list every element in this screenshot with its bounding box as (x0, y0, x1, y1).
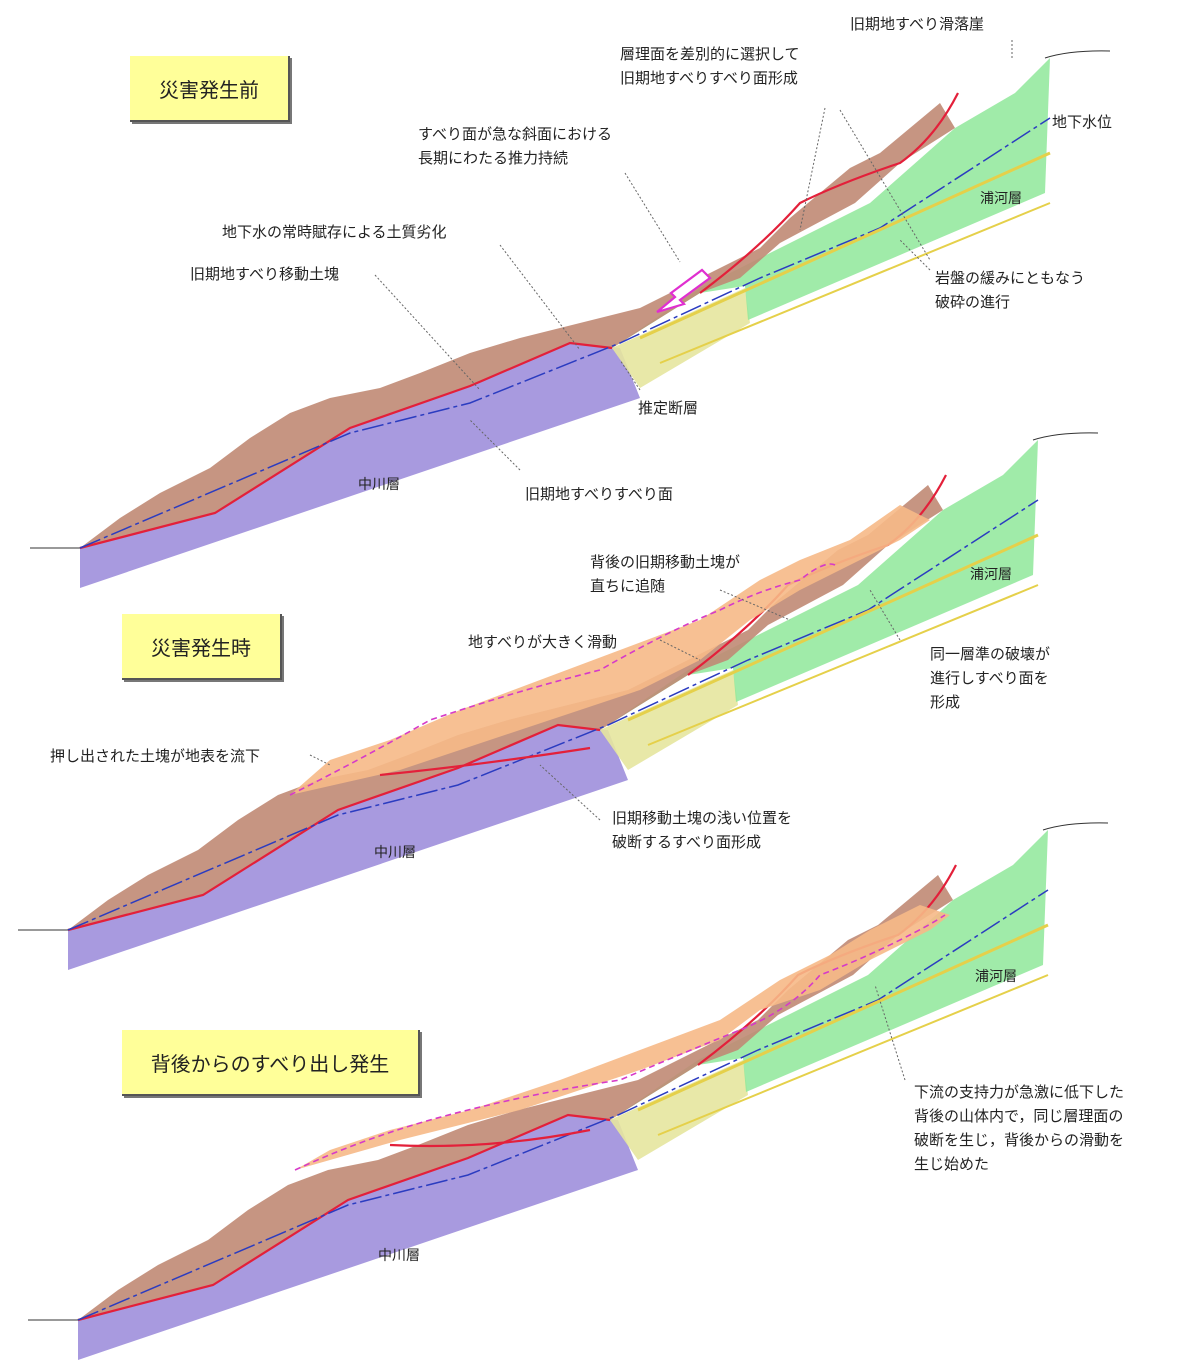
stage-before-title: 災害発生前 (130, 56, 290, 122)
stage-after-title: 背後からのすべり出し発生 (122, 1030, 420, 1096)
label-same-layer-line3: 形成 (930, 693, 961, 711)
layer-nakagawa-2: 中川層 (374, 845, 416, 861)
label-shallow-line2: 破断するすべり面形成 (612, 833, 761, 851)
former-surface-line-after (294, 914, 946, 1171)
stage-during-title: 災害発生時 (122, 614, 282, 680)
layer-urakawa-2: 浦河層 (970, 567, 1012, 583)
label-old-mass: 旧期地すべり移動土塊 (190, 265, 339, 283)
label-old-scarp: 旧期地すべり滑落崖 (850, 15, 984, 33)
label-rock-loosen-line2: 破砕の進行 (935, 293, 1011, 311)
label-follow: 背後の旧期移動土塊が 直ちに追随 (590, 550, 740, 598)
moved-mass-area (290, 505, 930, 795)
label-bedding-select-line2: 旧期地すべりすべり面形成 (620, 69, 798, 87)
label-steep-push-line1: すべり面が急な斜面における (418, 125, 612, 143)
label-fault: 推定断層 (638, 399, 699, 417)
label-follow-line1: 背後の旧期移動土塊が (590, 553, 741, 571)
label-downstream-line3: 破断を生じ，背後からの滑動を (914, 1131, 1125, 1149)
label-downstream-line4: 生じ始めた (914, 1155, 990, 1173)
label-pushed-out: 押し出された土塊が地表を流下 (50, 747, 261, 765)
label-gw-degradation: 地下水の常時賦存による土質劣化 (222, 223, 447, 241)
label-downstream-line1: 下流の支持力が急激に低下した (914, 1083, 1125, 1101)
section-after (26, 821, 1110, 1362)
label-downstream-line2: 背後の山体内で，同じ層理面の (914, 1107, 1124, 1125)
label-rock-loosen: 岩盤の緩みにともなう 破砕の進行 (935, 266, 1085, 314)
layer-urakawa-3: 浦河層 (975, 969, 1017, 985)
label-old-slip-surface: 旧期地すべりすべり面 (525, 485, 673, 503)
label-same-layer-line2: 進行しすべり面を (930, 669, 1049, 687)
label-rock-loosen-line1: 岩盤の緩みにともなう (935, 269, 1086, 287)
section-during (16, 431, 1100, 972)
layer-nakagawa-3: 中川層 (378, 1248, 420, 1264)
label-big-slide: 地すべりが大きく滑動 (468, 633, 617, 651)
layer-urakawa-1: 浦河層 (980, 191, 1022, 207)
label-bedding-select-line1: 層理面を差別的に選択して (620, 45, 800, 63)
label-same-layer-line1: 同一層準の破壊が (930, 645, 1051, 663)
label-steep-push-line2: 長期にわたる推力持続 (418, 149, 569, 167)
leader-lines (309, 40, 1013, 1081)
former-surface-line (289, 563, 836, 796)
label-shallow-line1: 旧期移動土塊の浅い位置を (612, 809, 793, 827)
section-before (28, 49, 1112, 590)
label-same-layer: 同一層準の破壊が 進行しすべり面を 形成 (930, 642, 1050, 714)
label-downstream: 下流の支持力が急激に低下した 背後の山体内で，同じ層理面の 破断を生じ，背後から… (914, 1080, 1124, 1176)
label-groundwater-level: 地下水位 (1052, 113, 1113, 131)
label-shallow: 旧期移動土塊の浅い位置を 破断するすべり面形成 (612, 806, 792, 854)
label-bedding-select: 層理面を差別的に選択して 旧期地すべりすべり面形成 (620, 42, 800, 90)
layer-nakagawa-1: 中川層 (358, 477, 400, 493)
push-arrow-icon (656, 268, 712, 314)
label-follow-line2: 直ちに追随 (590, 577, 666, 595)
label-steep-push: すべり面が急な斜面における 長期にわたる推力持続 (418, 122, 612, 170)
